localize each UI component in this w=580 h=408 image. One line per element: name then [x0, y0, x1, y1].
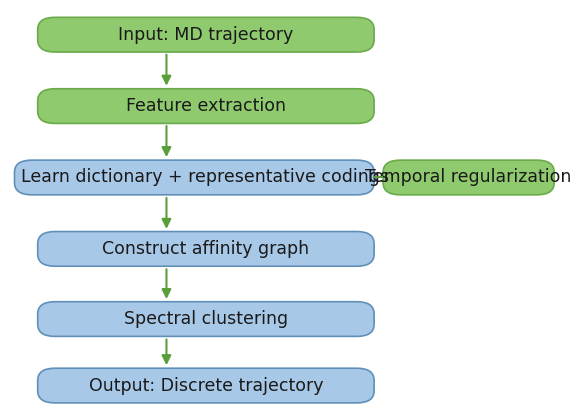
Text: Construct affinity graph: Construct affinity graph [102, 240, 310, 258]
Text: Spectral clustering: Spectral clustering [124, 310, 288, 328]
Text: Output: Discrete trajectory: Output: Discrete trajectory [89, 377, 323, 395]
FancyBboxPatch shape [383, 160, 554, 195]
FancyBboxPatch shape [38, 302, 374, 336]
FancyBboxPatch shape [38, 368, 374, 403]
FancyBboxPatch shape [38, 17, 374, 52]
Text: Temporal regularization: Temporal regularization [365, 169, 572, 186]
Text: Input: MD trajectory: Input: MD trajectory [118, 26, 293, 44]
Text: Feature extraction: Feature extraction [126, 97, 286, 115]
FancyBboxPatch shape [14, 160, 374, 195]
FancyBboxPatch shape [38, 232, 374, 266]
Text: Learn dictionary + representative codings: Learn dictionary + representative coding… [21, 169, 389, 186]
FancyBboxPatch shape [38, 89, 374, 124]
